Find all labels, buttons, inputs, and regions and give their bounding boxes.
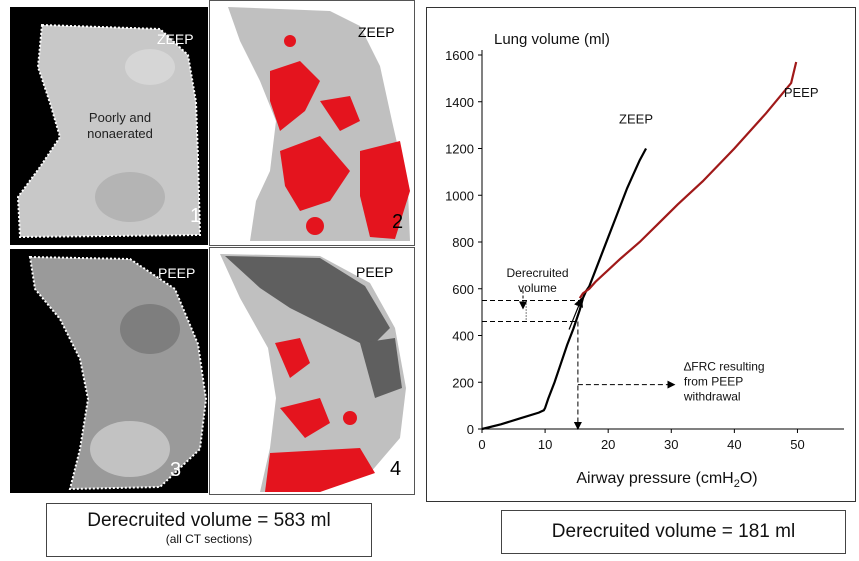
- ct-lung-shape-zeep: [16, 23, 202, 239]
- panel-number-2: 2: [392, 211, 404, 233]
- x-tick-label: 0: [478, 437, 485, 452]
- panel-number-4: 4: [390, 458, 402, 480]
- x-axis-title: Airway pressure (cmH2O): [576, 470, 757, 490]
- pressure-volume-chart: 0 200 400 600 800 1000 1200 1400 1600 0 10 20 30 40 50…: [445, 31, 844, 490]
- x-tick-label: 20: [601, 437, 615, 452]
- y-tick-label: 800: [452, 235, 474, 250]
- chart-frame: 0 200 400 600 800 1000 1200 1400 1600 0 10 20 30 40 50…: [426, 7, 856, 502]
- segmentation-panel-zeep: ZEEP 2: [209, 0, 415, 246]
- y-tick-label: 1600: [445, 48, 474, 63]
- x-tick-label: 50: [790, 437, 804, 452]
- segmentation-zeep-label: ZEEP: [358, 24, 395, 40]
- left-derecruited-text: Derecruited volume = 583 ml: [87, 510, 331, 531]
- ct-peep-label: PEEP: [158, 265, 196, 281]
- x-tick-label: 10: [538, 437, 552, 452]
- annotation-delta-frc: ∆FRC resulting: [684, 360, 765, 374]
- y-tick-label: 1400: [445, 95, 474, 110]
- volume-loss-arrow: [568, 297, 583, 330]
- y-tick-label: 1000: [445, 188, 474, 203]
- y-tick-label: 400: [452, 329, 474, 344]
- left-derecruited-subtext: (all CT sections): [165, 532, 253, 546]
- ct-panel-peep: PEEP 3: [10, 249, 208, 493]
- left-derecruited-box: Derecruited volume = 583 ml (all CT sect…: [46, 503, 372, 557]
- series-line-zeep: [481, 147, 648, 431]
- x-tick-label: 40: [727, 437, 741, 452]
- y-axis-title: Lung volume (ml): [494, 31, 610, 48]
- series-line-peep: [578, 61, 798, 299]
- right-derecruited-text: Derecruited volume = 181 ml: [551, 521, 796, 542]
- segmentation-peep-label: PEEP: [356, 264, 394, 280]
- poorly-aerated-label: Poorly and nonaerated: [87, 110, 153, 141]
- y-tick-label: 600: [452, 282, 474, 297]
- segmentation-panel-peep: PEEP 4: [209, 247, 415, 495]
- y-tick-label: 0: [467, 422, 474, 437]
- panel-number-1: 1: [190, 205, 202, 227]
- series-label-peep: PEEP: [784, 85, 819, 100]
- y-tick-label: 1200: [445, 142, 474, 157]
- annotation-delta-frc: from PEEP: [684, 375, 743, 389]
- right-derecruited-box: Derecruited volume = 181 ml: [501, 510, 846, 554]
- ct-panel-zeep: ZEEP Poorly and nonaerated 1: [10, 7, 208, 245]
- y-tick-label: 200: [452, 375, 474, 390]
- x-tick-label: 30: [664, 437, 678, 452]
- ct-zeep-label: ZEEP: [157, 31, 194, 47]
- series-label-zeep: ZEEP: [619, 112, 653, 127]
- annotation-derecruited-volume: Derecruited: [507, 266, 569, 280]
- annotation-delta-frc: withdrawal: [683, 390, 741, 404]
- panel-number-3: 3: [170, 459, 182, 481]
- segmentation-lung-shape-peep: [220, 254, 406, 492]
- ct-lung-shape-peep: [28, 255, 208, 491]
- segmentation-lung-shape-zeep: [228, 7, 410, 241]
- annotation-derecruited-volume: volume: [518, 281, 557, 295]
